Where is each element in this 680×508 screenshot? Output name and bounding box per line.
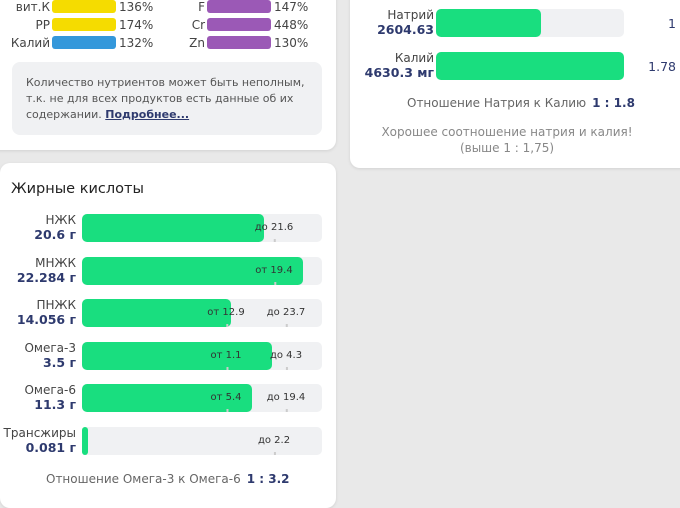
fat-bar-track: от 19.4 xyxy=(82,256,322,285)
fat-bar-track: от 1.1 до 4.3 xyxy=(82,341,322,370)
norm-marker: от 1.1 xyxy=(210,349,242,370)
nutrient-percent: 174% xyxy=(119,18,154,32)
sodium-row: Натрий 2604.63 1 xyxy=(350,8,680,39)
fat-bar-fill xyxy=(82,427,88,455)
nutrient-bar xyxy=(207,0,271,13)
mineral-value: 4630.3 мг xyxy=(364,65,434,80)
fat-name: Трансжиры xyxy=(3,426,76,440)
norm-marker: от 12.9 xyxy=(207,307,245,328)
nutrient-bar xyxy=(207,18,271,31)
fat-row: НЖК 20.6 г до 21.6 xyxy=(0,213,330,244)
mineral-bar-fill xyxy=(436,52,624,80)
mineral-name: Натрий xyxy=(387,8,434,22)
nutrient-bar xyxy=(52,36,116,49)
nutrient-label: PP xyxy=(35,18,50,32)
norm-marker: до 23.7 xyxy=(266,307,306,328)
fatty-acids-title: Жирные кислоты xyxy=(11,181,144,197)
nutrient-label: вит.К xyxy=(15,0,50,14)
norm-marker: от 5.4 xyxy=(210,392,242,413)
fat-name: ПНЖК xyxy=(36,298,77,313)
fat-value: 3.5 г xyxy=(42,354,76,370)
fat-bar-track: до 21.6 xyxy=(82,214,322,242)
fat-value: 14.056 г xyxy=(16,312,76,328)
fat-name: Омега-3 xyxy=(24,340,76,355)
mineral-bar-fill xyxy=(436,9,542,37)
fat-value: 0.081 г xyxy=(25,440,76,455)
fat-row: МНЖК 22.284 г от 19.4 xyxy=(0,255,330,287)
nutrient-percent: 136% xyxy=(119,0,154,14)
norm-marker: до 4.3 xyxy=(269,349,303,370)
fat-bar-fill xyxy=(82,299,231,328)
nutrient-bar xyxy=(52,18,116,31)
fat-row: Омега-6 11.3 г от 5.4 до 19.4 xyxy=(0,383,330,414)
fat-bar-track: от 5.4 до 19.4 xyxy=(82,384,322,413)
nutrient-percent: 147% xyxy=(274,0,309,14)
mineral-bar-track xyxy=(436,52,624,80)
nutrient-label: Cr xyxy=(191,18,205,32)
norm-marker: до 2.2 xyxy=(257,435,291,455)
mineral-ratio: 1 xyxy=(668,16,676,31)
fat-bar-track: от 12.9 до 23.7 xyxy=(82,299,322,328)
norm-marker: до 19.4 xyxy=(266,392,306,413)
more-link[interactable]: Подробнее... xyxy=(105,108,190,121)
fat-row: ПНЖК 14.056 г от 12.9 до 23.7 xyxy=(0,298,330,329)
nutrient-percent: 448% xyxy=(274,18,309,32)
mineral-value: 2604.63 xyxy=(377,22,434,37)
sodium-ratio: Отношение Натрия к Калию 1 : 1.8 xyxy=(407,96,635,110)
fat-name: МНЖК xyxy=(35,255,76,270)
fat-bar-fill xyxy=(82,214,265,242)
nutrient-bar xyxy=(207,36,271,49)
nutrient-percent: 132% xyxy=(119,36,154,50)
fat-name: НЖК xyxy=(45,213,76,227)
fat-value: 20.6 г xyxy=(34,227,76,242)
fat-bar-fill xyxy=(82,341,272,370)
fat-bar-fill xyxy=(82,256,303,285)
fat-bar-fill xyxy=(82,384,253,413)
fat-bar-track: до 2.2 xyxy=(82,427,322,455)
sodium-row: Калий 4630.3 мг 1.78 xyxy=(350,51,680,82)
nutrient-label: F xyxy=(198,0,205,14)
nutrient-percent: 130% xyxy=(274,36,309,50)
fat-row: Трансжиры 0.081 г до 2.2 xyxy=(0,426,330,457)
fat-value: 22.284 г xyxy=(16,269,76,285)
norm-marker: до 21.6 xyxy=(254,222,294,242)
norm-marker: от 19.4 xyxy=(255,264,293,285)
nutrient-bar xyxy=(52,0,116,13)
incomplete-data-note: Количество нутриентов может быть неполны… xyxy=(12,62,322,135)
fat-name: Омега-6 xyxy=(24,383,76,398)
fat-value: 11.3 г xyxy=(34,397,76,413)
fat-row: Омега-3 3.5 г от 1.1 до 4.3 xyxy=(0,340,330,372)
omega-ratio: Отношение Омега-3 к Омега-6 1 : 3.2 xyxy=(46,472,290,486)
mineral-name: Калий xyxy=(394,51,434,65)
sodium-message: Хорошее соотношение натрия и калия! (выш… xyxy=(381,125,633,155)
mineral-ratio: 1.78 xyxy=(648,59,676,74)
nutrient-label: Zn xyxy=(189,36,205,50)
nutrient-label: Калий xyxy=(10,36,50,50)
mineral-bar-track xyxy=(436,9,624,37)
